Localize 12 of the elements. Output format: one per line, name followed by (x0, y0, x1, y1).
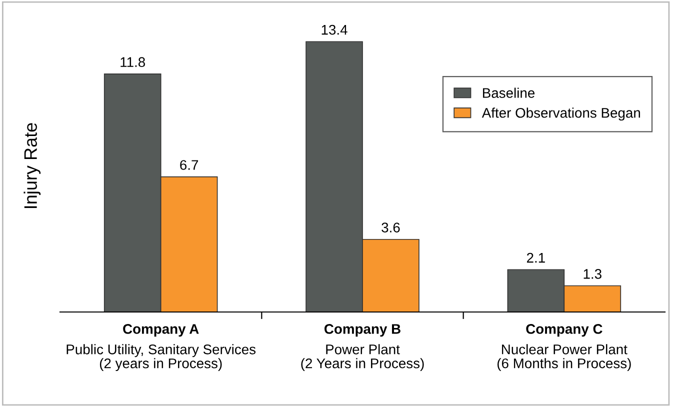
data-label: 1.3 (584, 269, 602, 279)
x-tick-label: Company A Public Utility, Sanitary Services (2 years in Process) (66, 324, 256, 372)
x-tick-label: Company C Nuclear Power Plant (6 Months in Process) (497, 324, 631, 372)
legend-label: After Observations Began (482, 108, 640, 121)
legend-label: Baseline (483, 88, 535, 98)
data-label: 6.7 (180, 160, 198, 170)
data-label: 11.8 (120, 57, 145, 67)
data-label: 13.4 (322, 24, 348, 35)
data-label: 2.1 (526, 252, 545, 263)
y-axis-title: Injury Rate (24, 123, 41, 208)
x-tick-label: Company B Power Plant (2 Years in Process) (301, 324, 424, 372)
data-label: 3.6 (382, 222, 400, 232)
